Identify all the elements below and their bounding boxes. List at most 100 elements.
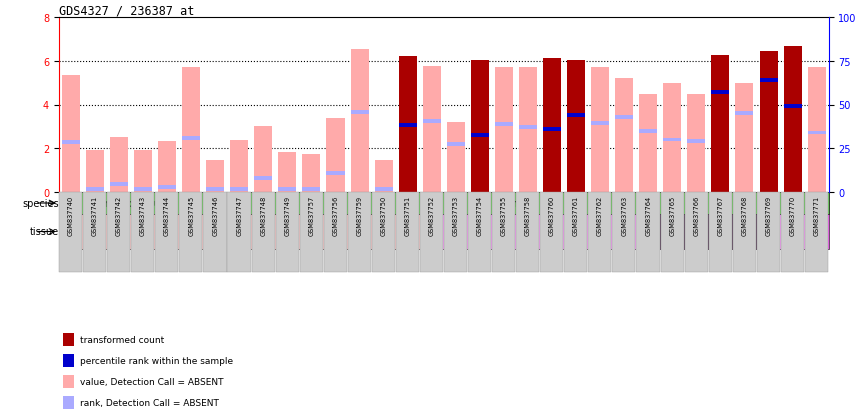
Text: stom
ach: stom ach xyxy=(785,227,799,237)
Text: GSM837751: GSM837751 xyxy=(405,195,411,235)
FancyBboxPatch shape xyxy=(660,214,684,249)
FancyBboxPatch shape xyxy=(156,192,178,272)
Bar xyxy=(62,375,74,388)
Text: GSM837761: GSM837761 xyxy=(573,195,579,235)
Text: rank, Detection Call = ABSENT: rank, Detection Call = ABSENT xyxy=(80,398,219,407)
Text: cere
bellu
m: cere bellu m xyxy=(497,224,510,240)
Bar xyxy=(254,127,272,192)
Text: splen
n: splen n xyxy=(761,227,776,237)
FancyBboxPatch shape xyxy=(612,214,637,249)
FancyBboxPatch shape xyxy=(324,192,347,272)
Text: corte
x: corte x xyxy=(545,227,559,237)
Text: liver: liver xyxy=(401,230,413,235)
Bar xyxy=(230,140,248,192)
Text: GSM837756: GSM837756 xyxy=(332,195,338,235)
Text: skele
tal
musc
l: skele tal musc l xyxy=(689,222,704,242)
Bar xyxy=(688,94,705,192)
Text: GSM837745: GSM837745 xyxy=(189,195,194,235)
FancyBboxPatch shape xyxy=(804,214,829,249)
FancyBboxPatch shape xyxy=(564,192,587,272)
Text: GSM837744: GSM837744 xyxy=(164,195,170,235)
Bar xyxy=(206,188,224,192)
Text: GSM837771: GSM837771 xyxy=(814,195,820,235)
FancyBboxPatch shape xyxy=(444,214,468,249)
Text: GSM837743: GSM837743 xyxy=(140,195,146,235)
FancyBboxPatch shape xyxy=(541,192,563,272)
Bar xyxy=(759,52,778,192)
Text: GSM837764: GSM837764 xyxy=(645,195,651,235)
Bar xyxy=(158,141,176,192)
Text: value, Detection Call = ABSENT: value, Detection Call = ABSENT xyxy=(80,377,224,386)
Text: prost
ate: prost ate xyxy=(641,227,655,237)
Text: GSM837768: GSM837768 xyxy=(741,195,747,235)
Text: colo
n: colo n xyxy=(522,227,534,237)
Text: hepatocytes: hepatocytes xyxy=(210,230,244,235)
Text: GSM837769: GSM837769 xyxy=(766,195,772,235)
Text: GSM837758: GSM837758 xyxy=(525,195,531,235)
Bar xyxy=(784,105,802,109)
FancyBboxPatch shape xyxy=(444,192,467,272)
Bar xyxy=(62,354,74,367)
Bar xyxy=(230,188,248,191)
FancyBboxPatch shape xyxy=(395,214,420,249)
Text: GSM837759: GSM837759 xyxy=(356,195,362,235)
Bar xyxy=(399,123,417,128)
Bar xyxy=(519,126,537,129)
Text: kidne
y: kidne y xyxy=(424,227,439,237)
FancyBboxPatch shape xyxy=(564,214,588,249)
Bar xyxy=(134,188,152,192)
Text: GSM837748: GSM837748 xyxy=(260,195,266,235)
FancyBboxPatch shape xyxy=(203,192,829,214)
FancyBboxPatch shape xyxy=(637,192,659,272)
Bar xyxy=(254,177,272,181)
FancyBboxPatch shape xyxy=(804,192,828,272)
FancyBboxPatch shape xyxy=(588,214,612,249)
Bar xyxy=(206,161,224,192)
FancyBboxPatch shape xyxy=(516,192,539,272)
FancyBboxPatch shape xyxy=(661,192,683,272)
Bar xyxy=(62,396,74,409)
Bar xyxy=(663,83,682,192)
FancyBboxPatch shape xyxy=(468,192,491,272)
Bar xyxy=(446,142,465,147)
Bar xyxy=(615,79,633,192)
Text: transformed count: transformed count xyxy=(80,335,164,344)
Bar xyxy=(61,140,80,144)
Text: percentile rank within the sample: percentile rank within the sample xyxy=(80,356,234,365)
FancyBboxPatch shape xyxy=(781,192,804,272)
FancyBboxPatch shape xyxy=(540,214,564,249)
Bar xyxy=(639,130,657,134)
Bar xyxy=(183,67,200,192)
Text: GSM837746: GSM837746 xyxy=(212,195,218,235)
Bar xyxy=(808,131,826,135)
FancyBboxPatch shape xyxy=(131,192,154,272)
Bar xyxy=(110,183,128,187)
FancyBboxPatch shape xyxy=(107,192,131,272)
Bar xyxy=(350,111,368,114)
Text: GSM837753: GSM837753 xyxy=(452,195,458,235)
Bar xyxy=(784,47,802,192)
Text: GSM837750: GSM837750 xyxy=(381,195,387,235)
Text: GDS4327 / 236387_at: GDS4327 / 236387_at xyxy=(59,4,195,17)
Bar xyxy=(279,152,297,192)
Text: GSM837747: GSM837747 xyxy=(236,195,242,235)
Bar xyxy=(86,188,104,192)
Text: GSM837765: GSM837765 xyxy=(670,195,676,235)
Text: GSM837763: GSM837763 xyxy=(621,195,627,235)
Bar xyxy=(183,136,200,140)
Bar xyxy=(303,188,320,192)
FancyBboxPatch shape xyxy=(708,192,732,272)
FancyBboxPatch shape xyxy=(372,192,395,272)
FancyBboxPatch shape xyxy=(757,192,780,272)
FancyBboxPatch shape xyxy=(492,192,516,272)
Bar xyxy=(495,123,513,127)
FancyBboxPatch shape xyxy=(516,214,540,249)
Bar xyxy=(303,154,320,192)
Text: GSM837749: GSM837749 xyxy=(285,195,291,235)
Text: fetal
brain: fetal brain xyxy=(569,227,583,237)
Bar xyxy=(495,67,513,192)
Text: human: human xyxy=(497,199,534,209)
FancyBboxPatch shape xyxy=(612,192,636,272)
Bar xyxy=(375,161,393,192)
Bar xyxy=(784,47,802,192)
